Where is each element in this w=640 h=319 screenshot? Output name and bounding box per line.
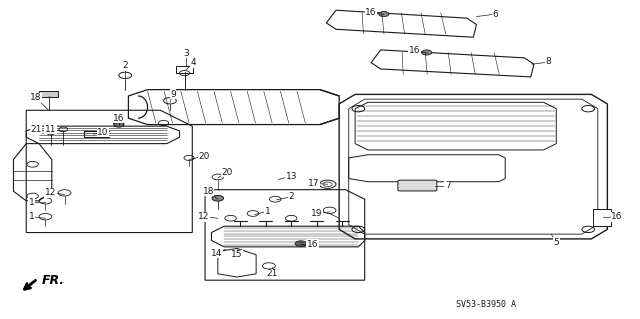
Text: SV53-B3950 A: SV53-B3950 A — [456, 300, 516, 308]
Text: 12: 12 — [198, 212, 209, 221]
Text: 16: 16 — [409, 46, 420, 56]
Text: 12: 12 — [45, 188, 56, 197]
Text: 15: 15 — [231, 250, 243, 259]
Text: 14: 14 — [211, 249, 222, 258]
Circle shape — [379, 11, 389, 17]
Circle shape — [295, 241, 307, 247]
Text: 3: 3 — [183, 48, 189, 58]
Circle shape — [212, 196, 223, 201]
Text: 20: 20 — [198, 152, 209, 161]
Text: 21: 21 — [266, 269, 278, 278]
Text: 18: 18 — [202, 187, 214, 196]
Text: 16: 16 — [365, 8, 377, 17]
Text: 16: 16 — [307, 240, 318, 249]
Text: 9: 9 — [170, 90, 176, 99]
Text: FR.: FR. — [42, 274, 65, 287]
Text: 6: 6 — [493, 10, 499, 19]
Text: 1: 1 — [265, 207, 271, 216]
Text: 11: 11 — [45, 125, 56, 134]
Text: 5: 5 — [554, 238, 559, 247]
Text: 16: 16 — [611, 212, 623, 221]
FancyBboxPatch shape — [398, 180, 437, 191]
Text: 17: 17 — [308, 179, 319, 188]
Circle shape — [422, 50, 432, 55]
Text: 18: 18 — [30, 93, 42, 102]
Text: 19: 19 — [311, 209, 323, 218]
FancyBboxPatch shape — [593, 209, 611, 226]
Text: 21: 21 — [30, 125, 42, 134]
Text: 2: 2 — [122, 61, 128, 70]
Text: 2: 2 — [289, 192, 294, 201]
FancyBboxPatch shape — [176, 66, 193, 73]
Text: 20: 20 — [221, 168, 233, 177]
Text: 10: 10 — [97, 128, 109, 137]
Text: 1: 1 — [28, 198, 34, 207]
Text: 7: 7 — [445, 181, 451, 190]
Circle shape — [114, 122, 124, 127]
Text: 13: 13 — [285, 172, 297, 181]
Text: 16: 16 — [113, 114, 125, 123]
FancyBboxPatch shape — [39, 91, 58, 97]
Text: 8: 8 — [546, 57, 552, 66]
Text: 1: 1 — [28, 212, 34, 221]
Text: 4: 4 — [191, 58, 196, 67]
